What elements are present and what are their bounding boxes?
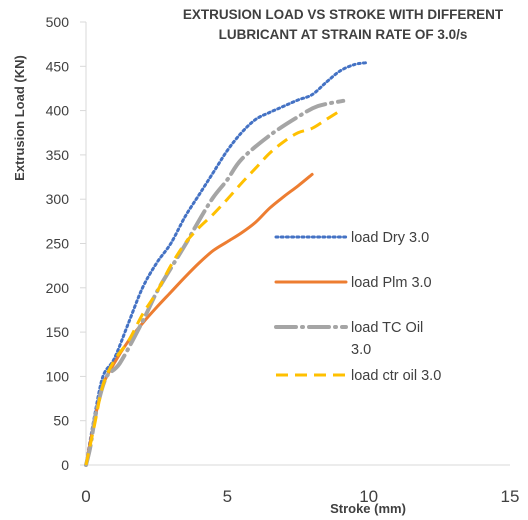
chart-legend: load Dry 3.0 load Plm 3.0 load TC Oil 3.0 lo… xyxy=(274,230,441,384)
x-tick-label: 10 xyxy=(359,487,378,506)
y-tick-labels: 0 50 100 150 200 250 300 350 400 450 500 xyxy=(46,14,86,473)
y-tick-label: 0 xyxy=(61,457,69,473)
x-tick-label: 0 xyxy=(81,487,90,506)
x-axis-label: Stroke (mm) xyxy=(330,501,406,516)
legend-label-dry: load Dry 3.0 xyxy=(351,230,429,246)
x-tick-label: 5 xyxy=(223,487,232,506)
y-tick-label: 250 xyxy=(46,236,70,252)
y-tick-label: 400 xyxy=(46,103,70,119)
x-tick-labels: 0 5 10 15 xyxy=(81,487,519,506)
y-tick-label: 200 xyxy=(46,280,70,296)
y-tick-label: 100 xyxy=(46,368,70,384)
series-line-ctr-oil xyxy=(84,109,342,466)
y-tick-label: 500 xyxy=(46,14,70,30)
y-tick-label: 150 xyxy=(46,324,70,340)
legend-label-plm: load Plm 3.0 xyxy=(351,275,432,291)
y-tick-label: 450 xyxy=(46,58,70,74)
y-axis-label: Extrusion Load (KN) xyxy=(12,55,27,181)
legend-label-tc-oil: load TC Oil 3.0 xyxy=(351,320,423,358)
chart-title-line2: LUBRICANT AT STRAIN RATE OF 3.0/s xyxy=(219,27,468,42)
series-lines xyxy=(84,61,368,467)
y-tick-label: 50 xyxy=(53,413,69,429)
y-tick-label: 350 xyxy=(46,147,70,163)
chart-title-line1: EXTRUSION LOAD VS STROKE WITH DIFFERENT xyxy=(183,7,504,22)
y-tick-label: 300 xyxy=(46,191,70,207)
x-tick-label: 15 xyxy=(501,487,520,506)
legend-label-ctr-oil: load ctr oil 3.0 xyxy=(351,368,441,384)
series-line-dry xyxy=(84,61,368,467)
